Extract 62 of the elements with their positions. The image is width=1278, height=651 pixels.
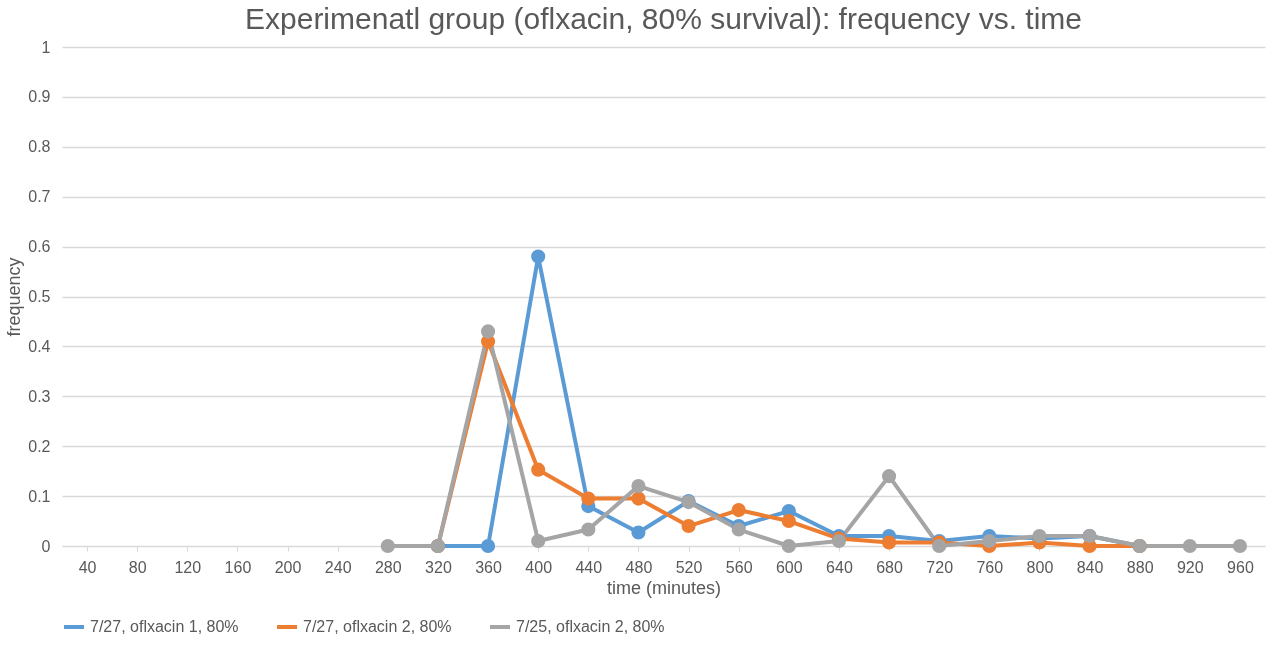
x-tick-label: 160 [224, 558, 252, 576]
point [881, 469, 897, 484]
x-tick-label: 680 [876, 558, 904, 576]
legend-label: 7/27, oflxacin 2, 80% [303, 618, 452, 635]
x-tick-label: 120 [174, 558, 202, 576]
x-tick-label: 40 [78, 558, 97, 576]
point [932, 538, 947, 554]
x-axis-title: time (minutes) [606, 577, 722, 598]
point [531, 249, 546, 264]
x-tick-label: 360 [475, 558, 503, 576]
y-tick-label: 0.4 [28, 337, 51, 355]
point [631, 479, 646, 494]
x-tick-label: 560 [725, 558, 753, 576]
x-tick-label: 880 [1126, 558, 1154, 576]
y-tick-label: 0.9 [28, 88, 51, 106]
legend-label: 7/27, oflxacin 1, 80% [90, 618, 239, 635]
x-tick-label: 640 [826, 558, 853, 576]
y-tick-label: 0.6 [28, 238, 51, 256]
x-tick-label: 400 [525, 558, 553, 576]
x-tick-label: 960 [1227, 558, 1254, 576]
point [982, 533, 997, 549]
point [1182, 538, 1197, 554]
point [781, 513, 796, 529]
x-tick-label: 520 [675, 558, 703, 576]
chart-title: Experimenatl group (oflxacin, 80% survival): frequency vs. time [244, 2, 1083, 35]
y-tick-label: 0.3 [28, 387, 51, 405]
y-tick-label: 1 [41, 38, 51, 56]
legend-label: 7/25, oflxacin 2, 80% [516, 618, 665, 635]
x-tick-label: 280 [374, 558, 402, 576]
point [480, 324, 496, 339]
y-tick-label: 0.1 [28, 487, 51, 505]
x-tick-label: 200 [274, 558, 302, 576]
y-tick-label: 0.7 [28, 188, 51, 206]
x-tick-label: 600 [775, 558, 803, 576]
point [531, 533, 546, 549]
point [581, 491, 596, 506]
point [881, 535, 897, 550]
y-tick-label: 0.8 [28, 138, 51, 156]
point [581, 522, 596, 537]
point [731, 503, 746, 518]
point [480, 538, 496, 554]
point [631, 491, 646, 506]
x-tick-label: 320 [425, 558, 452, 576]
point [1232, 538, 1248, 554]
x-tick-label: 920 [1176, 558, 1204, 576]
x-tick-label: 840 [1076, 558, 1104, 576]
y-tick-label: 0 [41, 537, 51, 555]
point [380, 538, 395, 554]
point [781, 538, 796, 554]
x-tick-label: 720 [926, 558, 954, 576]
x-tick-label: 440 [575, 558, 603, 576]
point [631, 525, 646, 540]
point [531, 462, 546, 477]
y-tick-label: 0.2 [28, 437, 51, 455]
x-tick-label: 760 [976, 558, 1004, 576]
y-axis-title: frequency [4, 257, 25, 337]
x-tick-label: 240 [324, 558, 352, 576]
x-tick-label: 80 [128, 558, 147, 576]
x-tick-label: 480 [625, 558, 653, 576]
point [681, 518, 696, 534]
y-tick-label: 0.5 [28, 288, 51, 305]
x-tick-label: 800 [1026, 558, 1054, 576]
